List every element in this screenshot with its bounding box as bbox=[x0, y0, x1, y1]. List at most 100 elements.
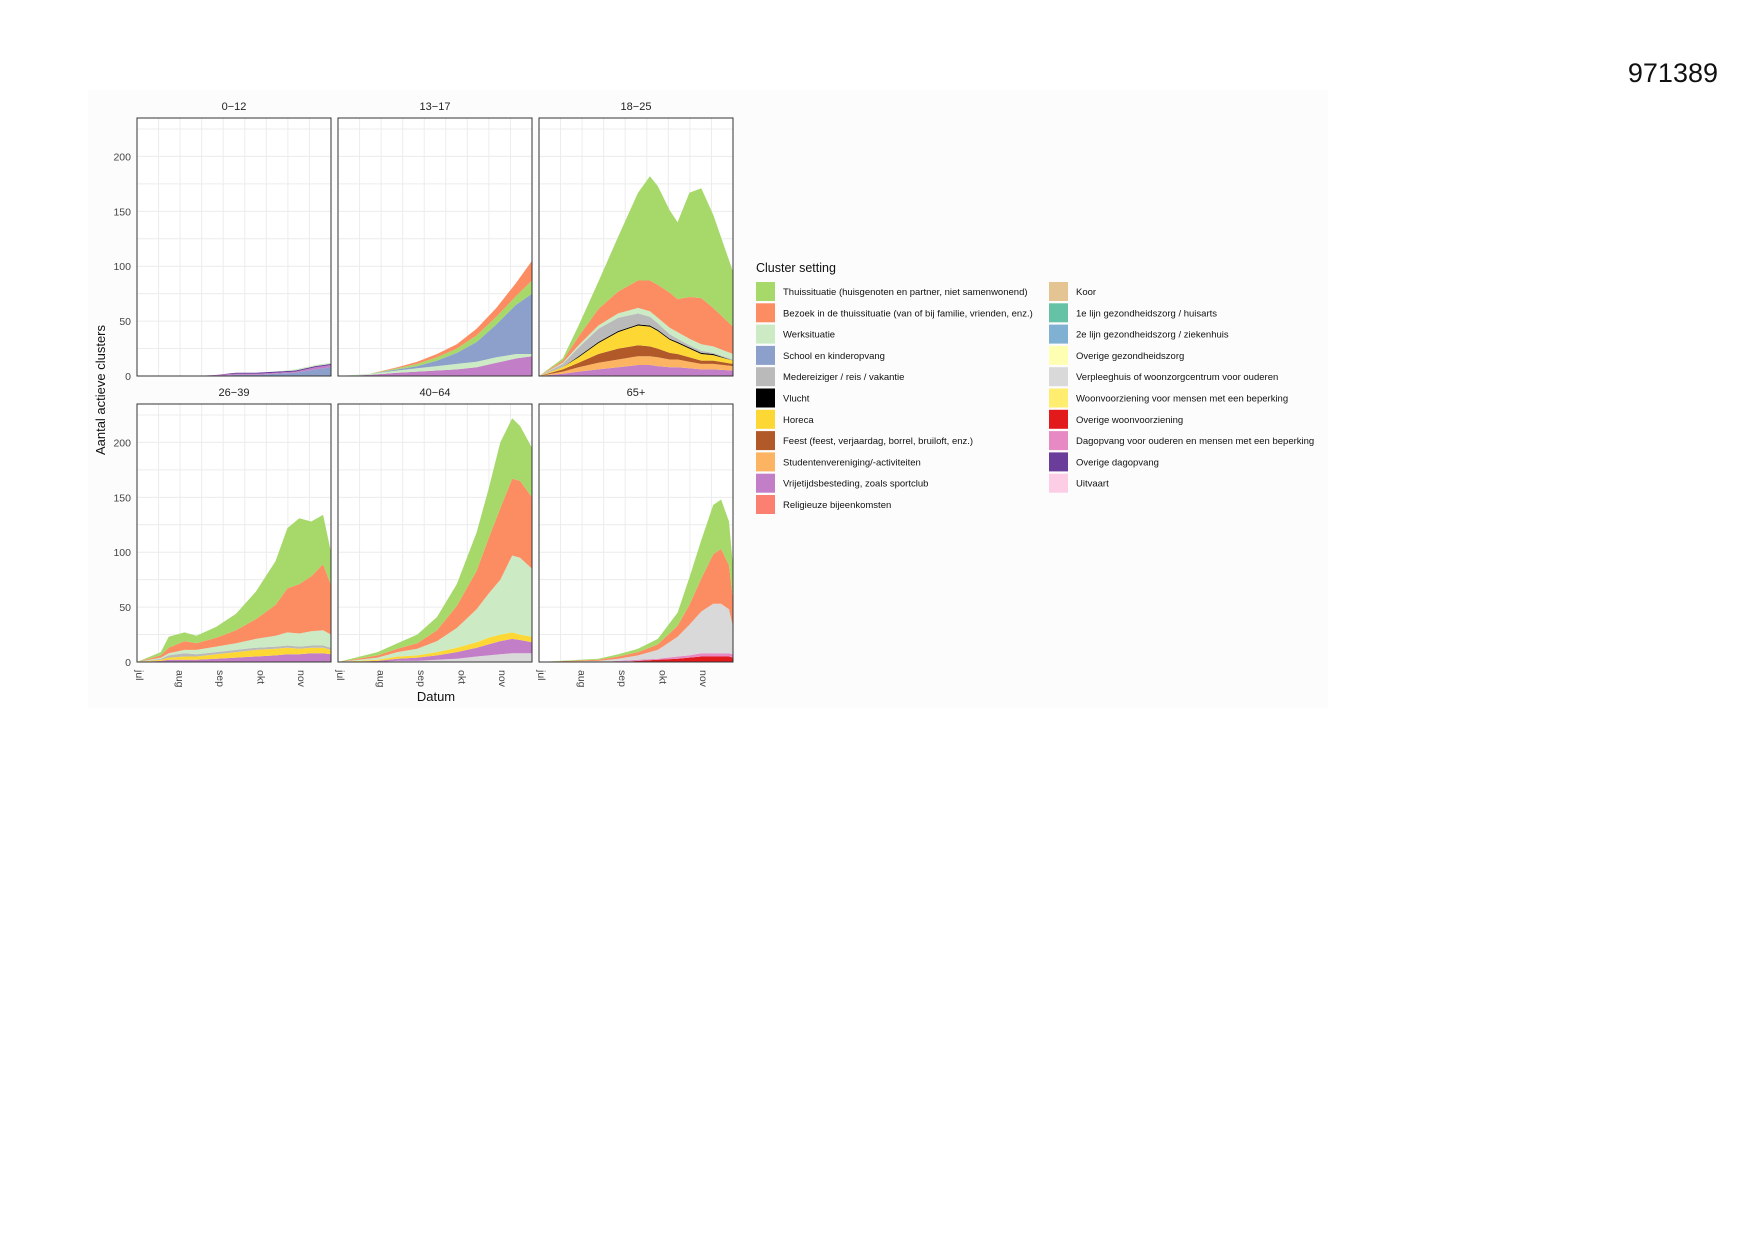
y-tick-label: 200 bbox=[113, 437, 131, 449]
legend-label: Bezoek in de thuissituatie (van of bij f… bbox=[783, 308, 1033, 319]
area-series bbox=[539, 325, 733, 376]
panel-border bbox=[337, 117, 533, 377]
y-tick-label: 50 bbox=[119, 316, 131, 328]
area-series bbox=[539, 548, 733, 662]
y-tick-label: 150 bbox=[113, 206, 131, 218]
panel-border bbox=[538, 117, 734, 377]
area-series bbox=[338, 418, 532, 662]
legend-label: Werksituatie bbox=[783, 330, 835, 341]
area-series bbox=[338, 638, 532, 662]
panel-border bbox=[337, 403, 533, 663]
y-axis-title: Aantal actieve clusters bbox=[93, 324, 108, 455]
area-series bbox=[539, 345, 733, 376]
legend-label: Koor bbox=[1076, 287, 1096, 298]
legend-label: Thuissituatie (huisgenoten en partner, n… bbox=[783, 287, 1028, 298]
legend-swatch bbox=[1049, 388, 1068, 408]
area-series bbox=[539, 307, 733, 376]
area-series bbox=[338, 354, 532, 376]
y-tick-label: 150 bbox=[113, 492, 131, 504]
legend-swatch bbox=[756, 282, 775, 301]
legend-label: 2e lijn gezondheidszorg / ziekenhuis bbox=[1076, 330, 1229, 341]
legend-label: Horeca bbox=[783, 415, 814, 426]
area-series bbox=[338, 555, 532, 662]
y-tick-label: 0 bbox=[125, 371, 131, 383]
legend-label: Religieuze bijeenkomsten bbox=[783, 500, 891, 511]
legend-swatch bbox=[756, 303, 775, 323]
x-tick-label: sep bbox=[214, 670, 226, 687]
area-series bbox=[137, 630, 331, 662]
panel-border bbox=[136, 117, 332, 377]
document-id: 971389 bbox=[1627, 58, 1718, 88]
legend-swatch bbox=[756, 473, 775, 493]
x-tick-label: nov bbox=[295, 670, 307, 688]
area-series bbox=[539, 653, 733, 662]
legend-label: Overige dagopvang bbox=[1076, 457, 1159, 468]
area-series bbox=[539, 324, 733, 376]
panel-title: 18−25 bbox=[621, 101, 652, 113]
x-tick-label: jul bbox=[334, 669, 346, 681]
area-series bbox=[338, 356, 532, 376]
area-series bbox=[539, 603, 733, 662]
panel-title: 65+ bbox=[627, 387, 646, 399]
legend-label: Feest (feest, verjaardag, borrel, bruilo… bbox=[783, 436, 973, 447]
legend-label: Uitvaart bbox=[1076, 479, 1109, 490]
y-tick-label: 100 bbox=[113, 261, 131, 273]
legend-swatch bbox=[1049, 431, 1068, 451]
x-tick-label: sep bbox=[415, 670, 427, 687]
area-series bbox=[539, 356, 733, 376]
area-series bbox=[137, 514, 331, 662]
panel-title: 13−17 bbox=[420, 101, 451, 113]
panel-title: 0−12 bbox=[222, 101, 247, 113]
legend-label: Woonvoorziening voor mensen met een bepe… bbox=[1076, 394, 1288, 405]
area-series bbox=[539, 656, 733, 662]
panel-title: 26−39 bbox=[219, 387, 250, 399]
x-tick-label: okt bbox=[456, 670, 468, 684]
panel-title: 40−64 bbox=[420, 387, 451, 399]
legend-swatch bbox=[756, 345, 775, 365]
y-tick-label: 100 bbox=[113, 547, 131, 559]
area-series bbox=[338, 260, 532, 376]
area-series bbox=[137, 367, 331, 376]
area-series bbox=[137, 365, 331, 376]
legend-swatch bbox=[756, 495, 775, 514]
area-series bbox=[137, 363, 331, 376]
area-series bbox=[539, 280, 733, 376]
x-tick-label: nov bbox=[697, 670, 709, 688]
x-tick-label: nov bbox=[496, 670, 508, 688]
legend-swatch bbox=[756, 452, 775, 472]
legend-swatch bbox=[1049, 452, 1068, 472]
legend-label: Vlucht bbox=[783, 394, 810, 405]
legend-swatch bbox=[756, 324, 775, 344]
legend-label: Medereiziger / reis / vakantie bbox=[783, 372, 904, 383]
panel-border bbox=[136, 403, 332, 663]
area-series bbox=[539, 176, 733, 376]
legend-swatch bbox=[1049, 409, 1068, 429]
panel-border bbox=[538, 403, 734, 663]
x-axis-title: Datum bbox=[417, 689, 455, 704]
x-tick-label: jul bbox=[133, 669, 145, 681]
legend-label: Studentenvereniging/-activiteiten bbox=[783, 457, 921, 468]
legend-swatch bbox=[1049, 473, 1068, 493]
legend-swatch bbox=[756, 367, 775, 387]
legend-label: Verpleeghuis of woonzorgcentrum voor oud… bbox=[1076, 372, 1278, 383]
x-tick-label: okt bbox=[255, 670, 267, 684]
area-series bbox=[137, 645, 331, 662]
area-series bbox=[539, 365, 733, 376]
legend-swatch bbox=[1049, 282, 1068, 301]
area-series bbox=[338, 478, 532, 662]
area-series bbox=[539, 499, 733, 662]
area-series bbox=[338, 293, 532, 376]
legend-label: Overige gezondheidszorg bbox=[1076, 351, 1184, 362]
legend-label: 1e lijn gezondheidszorg / huisarts bbox=[1076, 308, 1217, 319]
legend-swatch bbox=[1049, 345, 1068, 365]
panel-background bbox=[137, 118, 331, 376]
legend-swatch bbox=[756, 409, 775, 429]
x-tick-label: aug bbox=[174, 670, 186, 688]
legend-title: Cluster setting bbox=[756, 261, 836, 275]
y-tick-label: 50 bbox=[119, 602, 131, 614]
legend-label: Dagopvang voor ouderen en mensen met een… bbox=[1076, 436, 1314, 447]
x-tick-label: jul bbox=[535, 669, 547, 681]
y-tick-label: 200 bbox=[113, 151, 131, 163]
area-series bbox=[137, 647, 331, 662]
